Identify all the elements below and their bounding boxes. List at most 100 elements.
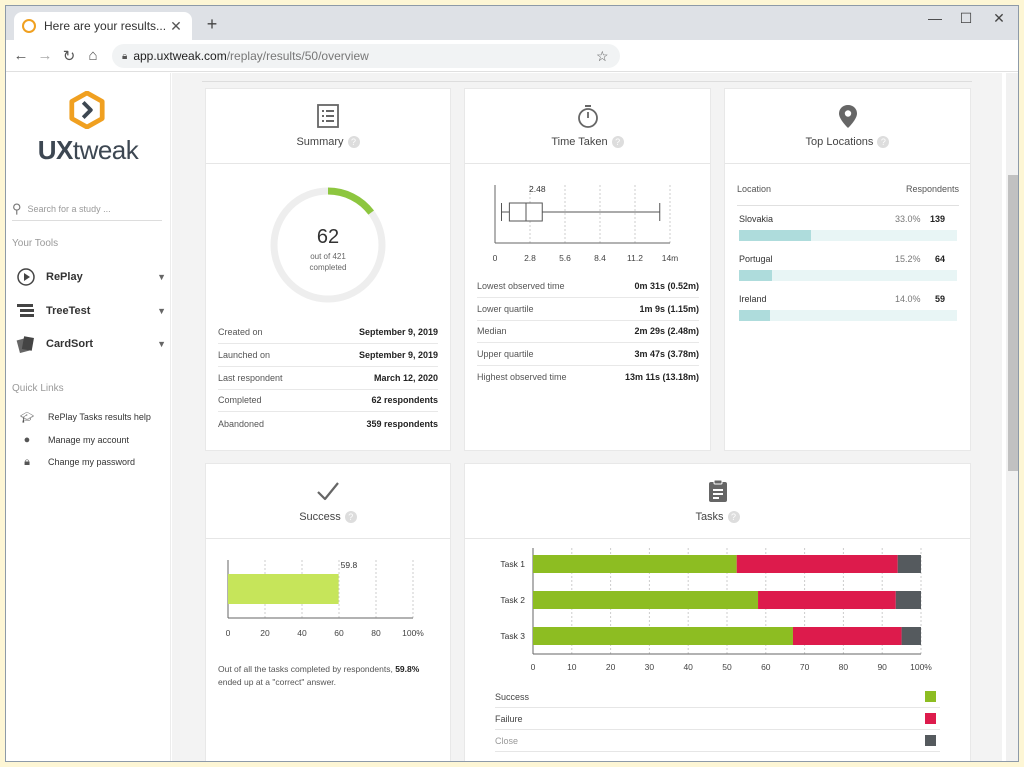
x-tick-label: 30 bbox=[645, 662, 655, 672]
quick-link-change-password[interactable]: 🔒︎ Change my password bbox=[20, 454, 135, 470]
divider bbox=[202, 81, 972, 82]
time-row-median: Median 2m 29s (2.48m) bbox=[477, 320, 699, 343]
time-taken-boxplot: 0 2.8 5.6 8.4 11.2 14m 2.48 bbox=[493, 184, 679, 263]
summary-title: Summary? bbox=[206, 136, 450, 149]
scrollbar-thumb[interactable] bbox=[1008, 175, 1018, 471]
tool-cardsort[interactable]: CardSort ▼ bbox=[16, 333, 166, 355]
col-location: Location bbox=[737, 184, 772, 194]
tab-strip: Here are your results... ✕ + — ☐ ✕ bbox=[6, 6, 1018, 40]
tasks-header: Tasks? bbox=[465, 464, 970, 539]
x-tick-label: 2.8 bbox=[524, 253, 536, 263]
browser-toolbar: ← → ↻ ⌂ 🔒︎ app.uxtweak.com /replay/resul… bbox=[6, 40, 1018, 72]
summary-row-completed: Completed 62 respondents bbox=[218, 389, 438, 412]
address-bar[interactable]: 🔒︎ app.uxtweak.com /replay/results/50/ov… bbox=[112, 44, 620, 68]
close-window-icon[interactable]: ✕ bbox=[993, 10, 1005, 26]
close-tab-icon[interactable]: ✕ bbox=[170, 17, 182, 34]
uxtweak-logo[interactable]: UXtweak bbox=[28, 91, 148, 165]
x-tick-label: 0 bbox=[226, 628, 231, 638]
tasks-card: Tasks? 0 10 20 30 40 50 60 70 80 90 100% Task 1 Task… bbox=[464, 463, 971, 761]
page-scrollbar[interactable] bbox=[1006, 73, 1018, 761]
help-icon[interactable]: ? bbox=[611, 136, 624, 149]
url-path: /replay/results/50/overview bbox=[226, 49, 369, 63]
lock-icon: 🔒︎ bbox=[24, 455, 30, 468]
minimize-icon[interactable]: — bbox=[928, 10, 942, 26]
chevron-down-icon[interactable]: ▼ bbox=[157, 339, 166, 349]
new-tab-icon[interactable]: + bbox=[206, 14, 218, 34]
help-icon[interactable]: ? bbox=[344, 511, 357, 524]
summary-header: Summary? bbox=[206, 89, 450, 164]
account-icon: ● bbox=[23, 434, 31, 446]
top-locations-title: Top Locations? bbox=[725, 136, 970, 149]
tool-replay[interactable]: RePlay ▼ bbox=[16, 266, 166, 288]
summary-row-launched: Launched on September 9, 2019 bbox=[218, 344, 438, 367]
summary-card: Summary? 62 out of 421 completed Created… bbox=[205, 88, 451, 451]
legend-label: Success bbox=[495, 691, 530, 702]
category-label: Task 2 bbox=[500, 595, 525, 605]
tool-treetest-label: TreeTest bbox=[46, 305, 91, 317]
x-tick-label: 8.4 bbox=[594, 253, 606, 263]
success-bar bbox=[228, 574, 339, 604]
tool-cardsort-label: CardSort bbox=[46, 338, 94, 350]
map-pin-icon bbox=[838, 105, 857, 128]
bar-segment-failure bbox=[792, 627, 902, 645]
summary-row-abandoned: Abandoned 359 respondents bbox=[218, 418, 438, 429]
secure-lock-icon: 🔒︎ bbox=[122, 50, 128, 62]
quick-link-label: Manage my account bbox=[48, 435, 130, 445]
median-label: 2.48 bbox=[529, 184, 546, 194]
x-tick-label: 100% bbox=[402, 628, 424, 638]
summary-row-last-respondent: Last respondent March 12, 2020 bbox=[218, 367, 438, 390]
clipboard-icon bbox=[708, 479, 727, 502]
bar-segment-close bbox=[901, 627, 921, 645]
study-search-input[interactable]: ⚲ Search for a study ... bbox=[12, 197, 162, 221]
bookmark-star-icon[interactable]: ☆ bbox=[596, 48, 609, 64]
completed-of: out of 421 bbox=[310, 252, 346, 261]
summary-row-created: Created on September 9, 2019 bbox=[218, 321, 438, 344]
bar-segment-success bbox=[533, 591, 759, 609]
quick-link-replay-help[interactable]: 🎓︎ RePlay Tasks results help bbox=[20, 409, 151, 425]
bar-segment-failure bbox=[736, 555, 898, 573]
location-bar-fill bbox=[739, 270, 773, 281]
x-tick-label: 60 bbox=[334, 628, 344, 638]
x-tick-label: 5.6 bbox=[559, 253, 571, 263]
completed-value: 62 bbox=[317, 226, 339, 248]
bar-segment-success bbox=[533, 555, 737, 573]
category-label: Task 1 bbox=[500, 559, 525, 569]
summary-list-icon bbox=[317, 104, 339, 128]
legend-swatch bbox=[925, 735, 936, 746]
search-placeholder: Search for a study ... bbox=[27, 203, 111, 214]
x-tick-label: 10 bbox=[567, 662, 577, 672]
bar-segment-failure bbox=[758, 591, 896, 609]
x-tick-label: 0 bbox=[493, 253, 498, 263]
sidebar: UXtweak ⚲ Search for a study ... Your To… bbox=[6, 73, 171, 761]
x-tick-label: 90 bbox=[877, 662, 887, 672]
chevron-down-icon[interactable]: ▼ bbox=[157, 272, 166, 282]
location-bar bbox=[739, 230, 957, 241]
checkmark-icon bbox=[317, 482, 339, 501]
graduation-cap-icon: 🎓︎ bbox=[20, 411, 34, 424]
time-taken-title: Time Taken? bbox=[465, 136, 710, 149]
time-row-lowest: Lowest observed time 0m 31s (0.52m) bbox=[477, 275, 699, 298]
bar-segment-close bbox=[897, 555, 921, 573]
help-icon[interactable]: ? bbox=[347, 136, 360, 149]
back-icon[interactable]: ← bbox=[13, 47, 29, 64]
quick-link-manage-account[interactable]: ● Manage my account bbox=[20, 432, 129, 448]
legend-swatch bbox=[925, 691, 936, 702]
your-tools-heading: Your Tools bbox=[12, 238, 59, 249]
maximize-icon[interactable]: ☐ bbox=[959, 10, 973, 26]
x-tick-label: 70 bbox=[800, 662, 810, 672]
time-taken-card: Time Taken? 0 2.8 5.6 8.4 11.2 14m 2.48 Lowest… bbox=[464, 88, 711, 451]
x-tick-label: 80 bbox=[839, 662, 849, 672]
tasks-stacked-bar-chart: 0 10 20 30 40 50 60 70 80 90 100% Task 1 Task 2 Task … bbox=[500, 548, 932, 672]
reload-icon[interactable]: ↻ bbox=[62, 48, 76, 65]
help-icon[interactable]: ? bbox=[727, 511, 740, 524]
stopwatch-icon bbox=[577, 105, 598, 128]
favicon-icon bbox=[22, 19, 36, 33]
help-icon[interactable]: ? bbox=[877, 136, 890, 149]
chevron-down-icon[interactable]: ▼ bbox=[157, 306, 166, 316]
browser-tab[interactable]: Here are your results... ✕ bbox=[14, 12, 192, 40]
search-icon: ⚲ bbox=[12, 200, 22, 216]
home-icon[interactable]: ⌂ bbox=[88, 47, 98, 64]
tool-treetest[interactable]: TreeTest ▼ bbox=[16, 300, 166, 322]
forward-icon[interactable]: → bbox=[37, 47, 53, 64]
success-header: Success? bbox=[206, 464, 450, 539]
